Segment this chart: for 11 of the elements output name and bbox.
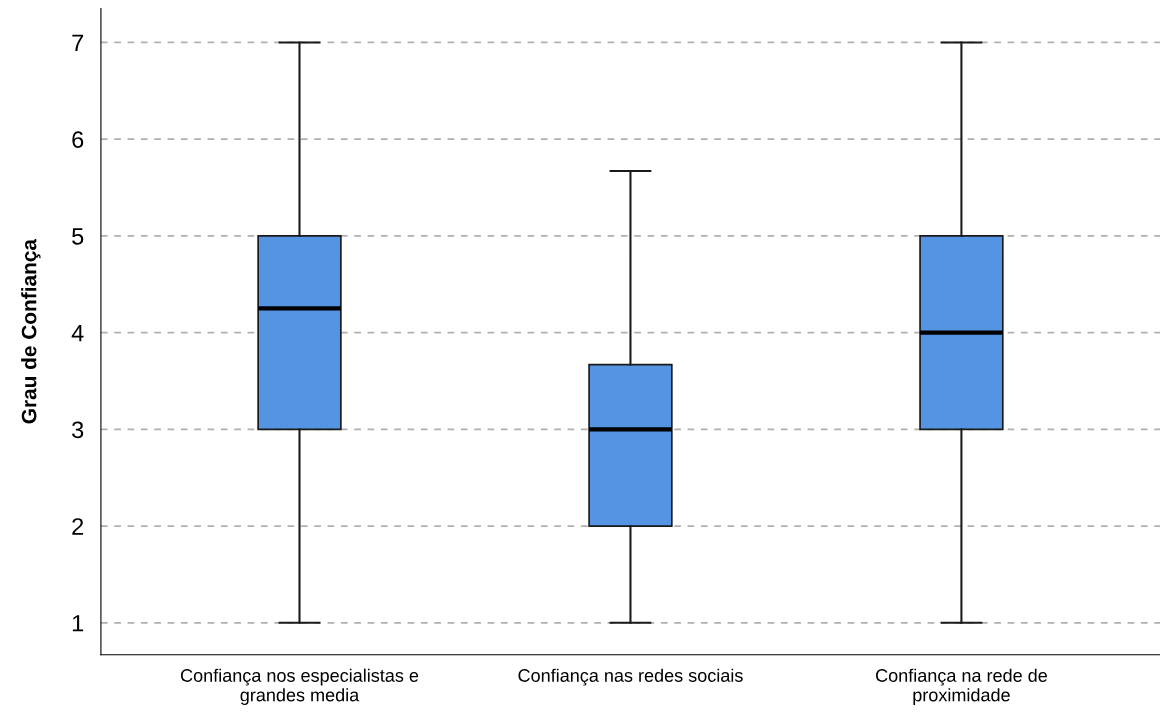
x-tick-label: Confiança nas redes sociais <box>518 668 743 686</box>
y-tick-label: 7 <box>72 34 84 51</box>
y-tick-label: 1 <box>72 615 84 632</box>
y-tick-label: 5 <box>72 228 84 245</box>
x-tick-label: Confiança na rede de proximidade <box>876 668 1047 705</box>
y-tick-label: 2 <box>72 518 84 535</box>
y-tick-label: 6 <box>72 131 84 148</box>
y-tick-label: 3 <box>72 421 84 439</box>
y-axis-title: Grau de Confiança <box>21 238 41 424</box>
y-tick-label: 4 <box>71 324 84 342</box>
x-tick-label: Confiança nos especialistas e grandes media <box>180 668 419 705</box>
